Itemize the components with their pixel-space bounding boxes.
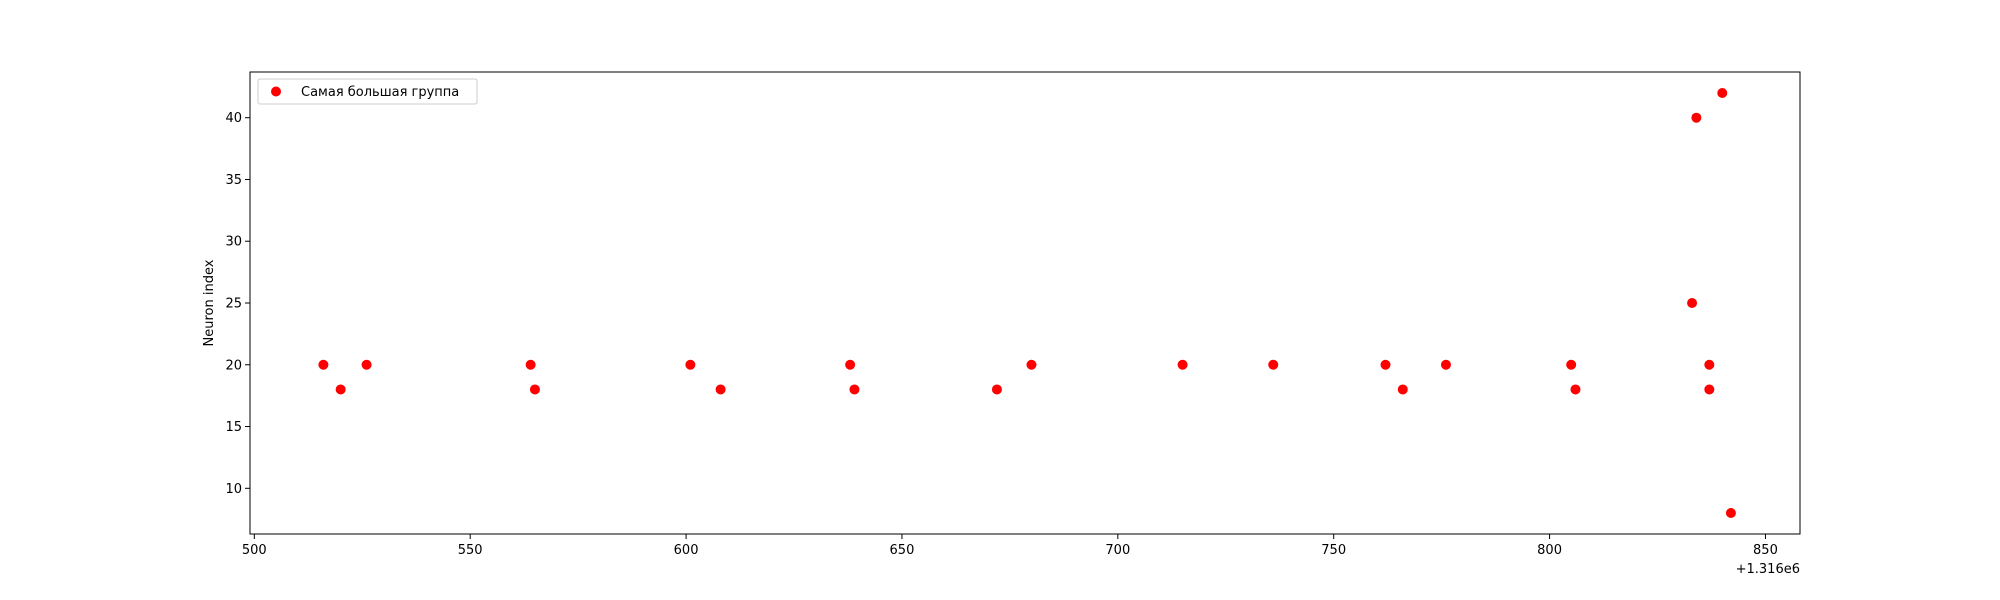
x-tick-label: 850 (1753, 543, 1778, 558)
data-point (1026, 359, 1037, 370)
data-point (849, 384, 860, 395)
data-point (1704, 359, 1715, 370)
data-point (361, 359, 372, 370)
data-point (1691, 112, 1702, 123)
data-point (1725, 508, 1736, 518)
x-tick-label: 700 (1105, 543, 1130, 558)
x-tick-label: 750 (1321, 543, 1346, 558)
data-point (529, 384, 540, 395)
legend: Самая большая группа (257, 78, 478, 105)
data-point (1570, 384, 1581, 395)
data-point (1268, 359, 1279, 370)
y-tick-label: 40 (225, 111, 242, 126)
y-axis-label: Neuron index (202, 259, 217, 346)
x-tick-label: 550 (458, 543, 483, 558)
data-point (1177, 359, 1188, 370)
y-tick-label: 20 (225, 358, 242, 373)
data-point (335, 384, 346, 395)
data-point (318, 359, 329, 370)
y-tick-label: 10 (225, 482, 242, 497)
legend-marker (271, 86, 281, 97)
x-tick-label: 800 (1537, 543, 1562, 558)
x-axis: 500 550 600 650 700 750 800 850 (242, 534, 1778, 558)
data-point (685, 359, 696, 370)
data-point (1704, 384, 1715, 395)
y-tick-label: 25 (225, 297, 242, 312)
data-point (1717, 88, 1728, 98)
legend-label: Самая большая группа (301, 85, 459, 100)
data-point (1380, 359, 1391, 370)
data-point (525, 359, 536, 370)
data-point (1687, 298, 1698, 308)
data-point (845, 359, 856, 370)
legend-box (257, 78, 478, 105)
x-tick-label: 650 (890, 543, 915, 558)
data-point (1440, 359, 1451, 370)
data-point (1566, 359, 1577, 370)
x-offset-label: +1.316e6 (1736, 562, 1800, 577)
data-point (715, 384, 726, 395)
x-tick-label: 500 (242, 543, 267, 558)
x-tick-label: 600 (674, 543, 699, 558)
y-tick-label: 35 (225, 173, 242, 188)
y-axis: 10 15 20 25 30 35 40 (225, 111, 250, 497)
data-point (991, 384, 1002, 395)
y-tick-label: 15 (225, 420, 242, 435)
data-point (1397, 384, 1408, 395)
y-tick-label: 30 (225, 235, 242, 250)
points-layer (318, 88, 1736, 518)
